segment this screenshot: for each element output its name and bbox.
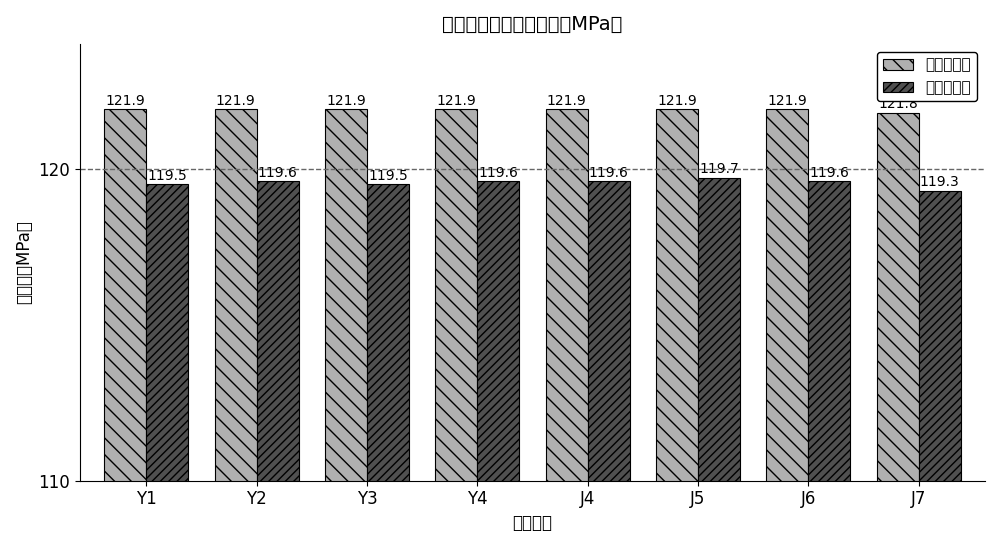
Bar xyxy=(325,109,367,547)
Bar xyxy=(146,184,188,547)
Text: 121.9: 121.9 xyxy=(105,94,145,108)
Bar xyxy=(877,113,919,547)
Bar xyxy=(215,109,257,547)
Bar xyxy=(367,184,409,547)
Text: 119.5: 119.5 xyxy=(147,168,187,183)
Text: 119.6: 119.6 xyxy=(258,166,298,179)
Text: 121.9: 121.9 xyxy=(436,94,476,108)
Bar xyxy=(435,109,477,547)
Bar xyxy=(257,181,299,547)
Y-axis label: 应力值（MPa）: 应力值（MPa） xyxy=(15,220,33,304)
Bar xyxy=(766,109,808,547)
Text: 121.9: 121.9 xyxy=(326,94,366,108)
Bar xyxy=(808,181,850,547)
Text: 119.3: 119.3 xyxy=(920,175,960,189)
Text: 119.5: 119.5 xyxy=(368,168,408,183)
Bar xyxy=(477,181,519,547)
Text: 119.6: 119.6 xyxy=(478,166,518,179)
Text: 121.9: 121.9 xyxy=(657,94,697,108)
Text: 121.9: 121.9 xyxy=(768,94,807,108)
Bar xyxy=(919,190,961,547)
Bar xyxy=(656,109,698,547)
Text: 121.9: 121.9 xyxy=(547,94,587,108)
Bar xyxy=(588,181,630,547)
Bar xyxy=(698,178,740,547)
Bar xyxy=(546,109,588,547)
Text: 121.9: 121.9 xyxy=(216,94,256,108)
Text: 121.8: 121.8 xyxy=(878,97,918,111)
Title: 施工过程主梁应力极值（MPa）: 施工过程主梁应力极值（MPa） xyxy=(442,15,623,34)
Bar xyxy=(104,109,146,547)
X-axis label: 方案编号: 方案编号 xyxy=(513,514,553,532)
Text: 119.6: 119.6 xyxy=(589,166,629,179)
Legend: 最大压应力, 最大拉应力: 最大压应力, 最大拉应力 xyxy=(877,51,977,101)
Text: 119.7: 119.7 xyxy=(699,162,739,177)
Text: 119.6: 119.6 xyxy=(809,166,849,179)
